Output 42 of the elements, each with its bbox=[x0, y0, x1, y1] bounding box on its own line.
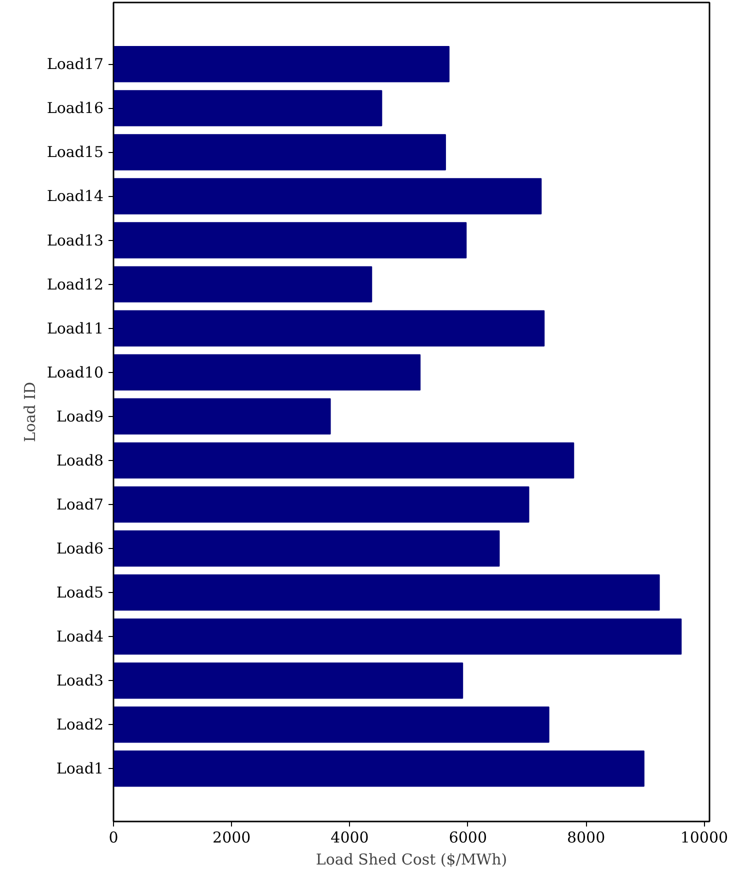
x-tick-label: 6000 bbox=[448, 828, 488, 846]
bar bbox=[114, 486, 530, 523]
y-tick-label: Load6 bbox=[56, 540, 104, 558]
x-axis-title: Load Shed Cost ($/MWh) bbox=[316, 850, 508, 868]
y-axis-title: Load ID bbox=[20, 382, 39, 442]
y-tick-label: Load5 bbox=[56, 584, 104, 602]
y-tick-label: Load1 bbox=[56, 760, 104, 778]
x-tick-label: 2000 bbox=[212, 828, 251, 846]
bar bbox=[114, 178, 542, 214]
y-tick-label: Load14 bbox=[46, 187, 104, 206]
bar bbox=[114, 662, 464, 699]
y-tick-label: Load3 bbox=[56, 672, 104, 690]
bar bbox=[114, 706, 550, 743]
x-tick-label: 8000 bbox=[566, 828, 606, 846]
y-tick-label: Load13 bbox=[46, 231, 104, 250]
y-tick-label: Load9 bbox=[56, 407, 104, 426]
bar bbox=[114, 354, 421, 390]
bar bbox=[114, 90, 382, 126]
y-tick-label: Load2 bbox=[56, 716, 104, 734]
bar bbox=[114, 310, 545, 346]
bar bbox=[114, 398, 331, 435]
y-tick-label: Load10 bbox=[46, 363, 104, 382]
y-tick-label: Load12 bbox=[46, 275, 104, 294]
bar bbox=[114, 574, 660, 611]
bar bbox=[114, 750, 644, 787]
y-tick-label: Load17 bbox=[46, 55, 104, 74]
y-tick-label: Load11 bbox=[46, 319, 104, 338]
bar bbox=[114, 618, 682, 655]
bar bbox=[114, 266, 372, 302]
bar bbox=[114, 222, 467, 258]
bar bbox=[114, 530, 500, 567]
x-tick-label: 4000 bbox=[330, 828, 369, 846]
x-tick-label: 0 bbox=[108, 828, 118, 846]
y-tick-label: Load4 bbox=[56, 628, 104, 646]
x-tick-label: 10000 bbox=[680, 828, 728, 846]
y-tick-label: Load15 bbox=[46, 143, 104, 162]
y-tick-label: Load7 bbox=[56, 495, 104, 514]
y-tick-label: Load8 bbox=[56, 451, 104, 470]
bar bbox=[114, 442, 574, 479]
bar bbox=[114, 134, 446, 170]
bar bbox=[114, 46, 450, 82]
y-tick-label: Load16 bbox=[46, 99, 104, 118]
